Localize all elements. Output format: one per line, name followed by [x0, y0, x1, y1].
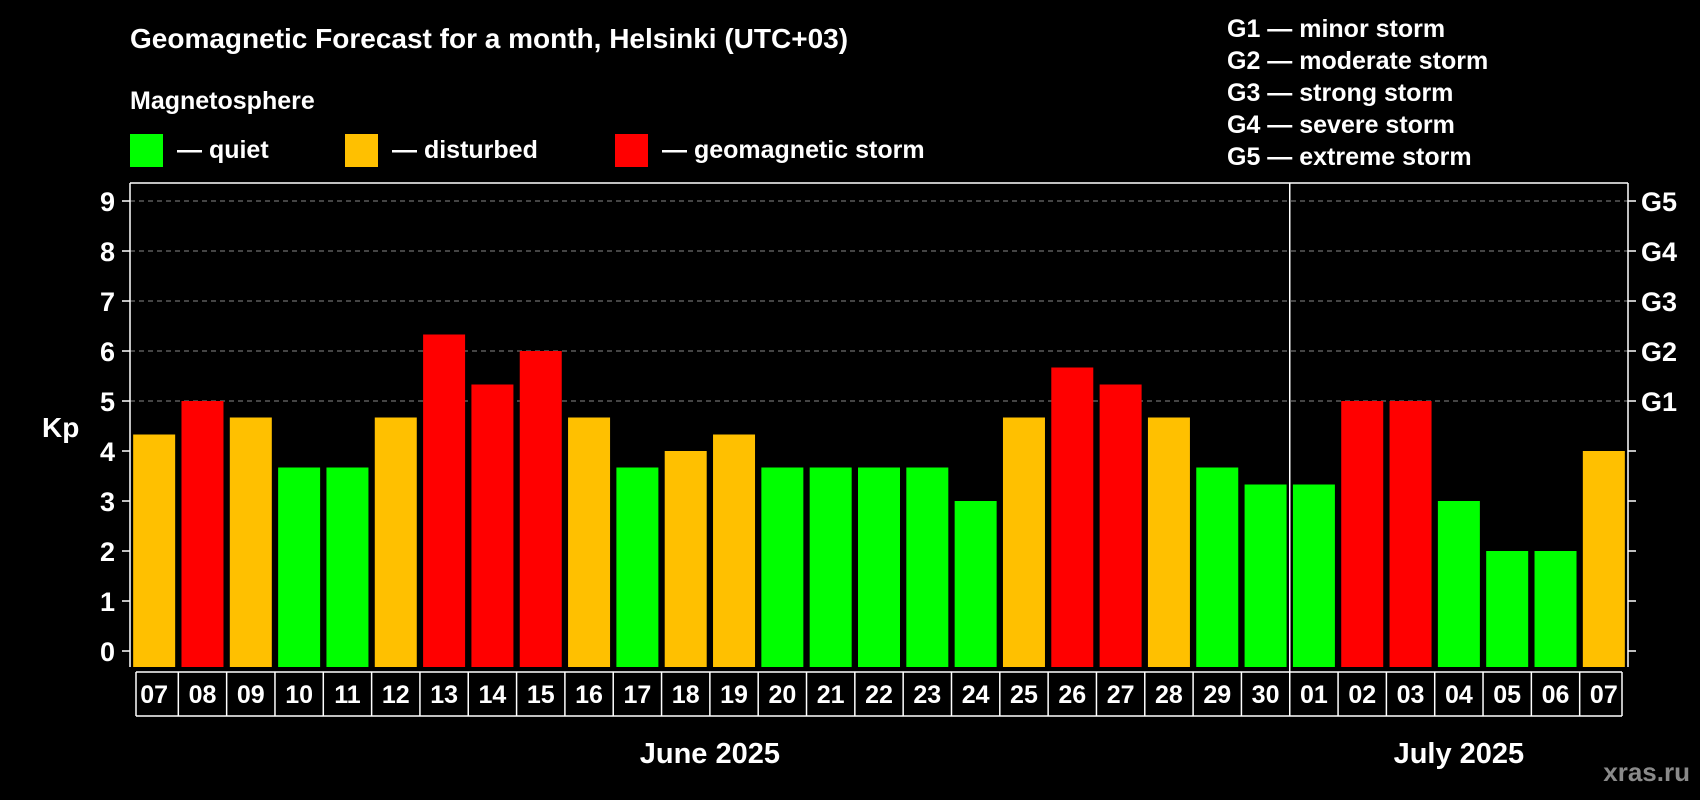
x-tick-label-9: 16	[575, 681, 603, 709]
storm-scale-item-1: G2 — moderate storm	[1227, 47, 1488, 75]
x-tick-label-19: 26	[1058, 681, 1086, 709]
x-tick-label-12: 19	[720, 681, 748, 709]
x-tick-label-5: 12	[382, 681, 410, 709]
bar-25	[1341, 401, 1384, 667]
storm-scale-item-2: G3 — strong storm	[1227, 79, 1453, 107]
g-scale-label-G4: G4	[1641, 237, 1677, 267]
x-tick-label-17: 24	[962, 681, 990, 709]
g-scale-label-G2: G2	[1641, 337, 1677, 367]
legend-label-2: — geomagnetic storm	[662, 136, 925, 164]
legend-swatch-2	[615, 134, 648, 167]
bar-14	[809, 467, 852, 667]
x-tick-label-2: 09	[237, 681, 265, 709]
x-tick-label-14: 21	[817, 681, 845, 709]
storm-scale-item-3: G4 — severe storm	[1227, 111, 1455, 139]
y-tick-label-3: 3	[100, 487, 115, 517]
y-tick-label-9: 9	[100, 187, 115, 217]
y-tick-label-7: 7	[100, 287, 115, 317]
bar-27	[1437, 501, 1480, 667]
x-tick-label-13: 20	[768, 681, 796, 709]
y-tick-label-1: 1	[100, 587, 115, 617]
month-label-1: July 2025	[1394, 738, 1525, 770]
x-tick-label-25: 02	[1348, 681, 1376, 709]
bar-13	[761, 467, 804, 667]
x-tick-label-20: 27	[1107, 681, 1135, 709]
bar-16	[906, 467, 949, 667]
x-tick-label-22: 29	[1203, 681, 1231, 709]
bar-12	[713, 434, 756, 667]
watermark: xras.ru	[1603, 757, 1690, 787]
x-tick-label-8: 15	[527, 681, 555, 709]
bar-10	[616, 467, 659, 667]
x-tick-label-21: 28	[1155, 681, 1183, 709]
y-tick-label-0: 0	[100, 637, 115, 667]
x-tick-label-10: 17	[623, 681, 651, 709]
legend-heading: Magnetosphere	[130, 87, 315, 115]
bar-9	[568, 417, 611, 667]
legend-swatch-0	[130, 134, 163, 167]
g-scale-label-G3: G3	[1641, 287, 1677, 317]
storm-scale-item-0: G1 — minor storm	[1227, 15, 1445, 43]
legend-label-1: — disturbed	[392, 136, 538, 164]
x-tick-label-7: 14	[479, 681, 507, 709]
bar-18	[1002, 417, 1045, 667]
x-tick-label-3: 10	[285, 681, 313, 709]
bar-24	[1292, 484, 1335, 667]
y-tick-label-4: 4	[100, 437, 115, 467]
y-axis-label: Kp	[42, 412, 79, 443]
bar-4	[326, 467, 369, 667]
x-tick-label-0: 07	[140, 681, 168, 709]
bar-15	[858, 467, 900, 667]
bar-6	[423, 334, 466, 667]
x-tick-label-16: 23	[913, 681, 941, 709]
bar-22	[1196, 467, 1239, 667]
bar-21	[1147, 417, 1190, 667]
bar-7	[471, 384, 514, 667]
month-label-0: June 2025	[640, 738, 780, 770]
bar-0	[133, 434, 176, 667]
bar-2	[229, 417, 272, 667]
bar-3	[278, 467, 321, 667]
x-tick-label-23: 30	[1252, 681, 1280, 709]
x-tick-label-29: 06	[1542, 681, 1570, 709]
storm-scale-legend: G1 — minor storm G2 — moderate storm G3 — …	[1227, 15, 1488, 171]
bar-17	[954, 501, 997, 667]
chart-title: Geomagnetic Forecast for a month, Helsin…	[130, 23, 848, 54]
bar-28	[1486, 551, 1529, 667]
x-tick-label-4: 11	[334, 681, 361, 709]
x-tick-label-24: 01	[1300, 681, 1328, 709]
x-tick-label-28: 05	[1493, 681, 1521, 709]
x-tick-label-27: 04	[1445, 681, 1473, 709]
x-tick-label-6: 13	[430, 681, 458, 709]
bar-19	[1051, 367, 1094, 667]
x-tick-label-26: 03	[1397, 681, 1425, 709]
x-tick-label-1: 08	[189, 681, 217, 709]
bar-26	[1389, 401, 1432, 667]
bar-23	[1244, 484, 1287, 667]
y-tick-label-8: 8	[100, 237, 115, 267]
x-tick-label-11: 18	[672, 681, 700, 709]
bar-5	[374, 417, 417, 667]
bar-30	[1582, 451, 1625, 667]
y-tick-label-5: 5	[100, 387, 115, 417]
g-scale-label-G1: G1	[1641, 387, 1677, 417]
legend: — quiet — disturbed — geomagnetic storm	[130, 134, 925, 167]
y-tick-label-6: 6	[100, 337, 115, 367]
bar-20	[1099, 384, 1142, 667]
g-scale-label-G5: G5	[1641, 187, 1677, 217]
legend-swatch-1	[345, 134, 378, 167]
bar-29	[1534, 551, 1577, 667]
x-tick-label-15: 22	[865, 681, 893, 709]
bar-11	[664, 451, 707, 667]
bar-8	[519, 351, 562, 667]
storm-scale-item-4: G5 — extreme storm	[1227, 143, 1472, 171]
y-tick-label-2: 2	[100, 537, 115, 567]
legend-label-0: — quiet	[177, 136, 269, 164]
x-tick-label-18: 25	[1010, 681, 1038, 709]
x-tick-label-30: 07	[1590, 681, 1618, 709]
bar-1	[181, 401, 224, 667]
